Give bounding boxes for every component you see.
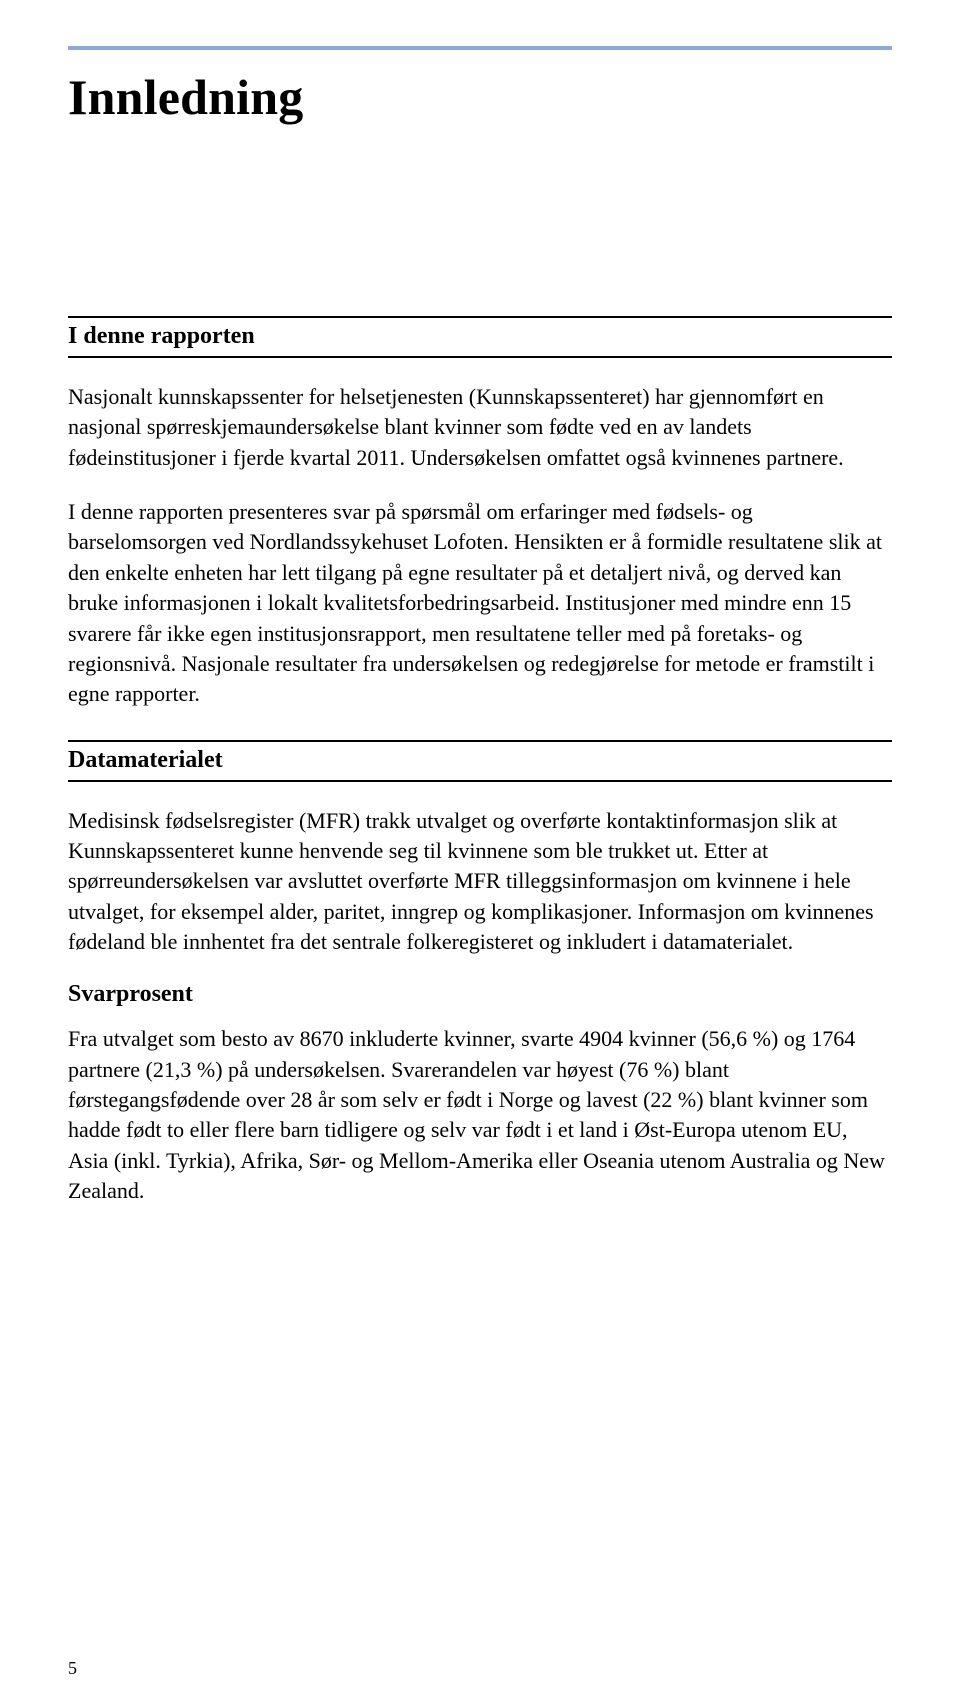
section-heading: I denne rapporten xyxy=(68,318,892,358)
paragraph: Nasjonalt kunnskapssenter for helsetjene… xyxy=(68,382,892,473)
section-datamaterialet: Datamaterialet Medisinsk fødselsregister… xyxy=(68,740,892,1207)
page-number: 5 xyxy=(68,1658,77,1679)
section-rule-top: Datamaterialet xyxy=(68,740,892,782)
paragraph: I denne rapporten presenteres svar på sp… xyxy=(68,497,892,710)
section-i-denne-rapporten: I denne rapporten Nasjonalt kunnskapssen… xyxy=(68,316,892,710)
paragraph: Medisinsk fødselsregister (MFR) trakk ut… xyxy=(68,806,892,958)
section-rule-top: I denne rapporten xyxy=(68,316,892,358)
subsection-svarprosent: Svarprosent Fra utvalget som besto av 86… xyxy=(68,981,892,1206)
page-title: Innledning xyxy=(68,68,892,126)
section-heading: Datamaterialet xyxy=(68,742,892,782)
top-accent-rule xyxy=(68,46,892,50)
paragraph: Fra utvalget som besto av 8670 inkludert… xyxy=(68,1024,892,1206)
subsection-heading: Svarprosent xyxy=(68,981,892,1008)
